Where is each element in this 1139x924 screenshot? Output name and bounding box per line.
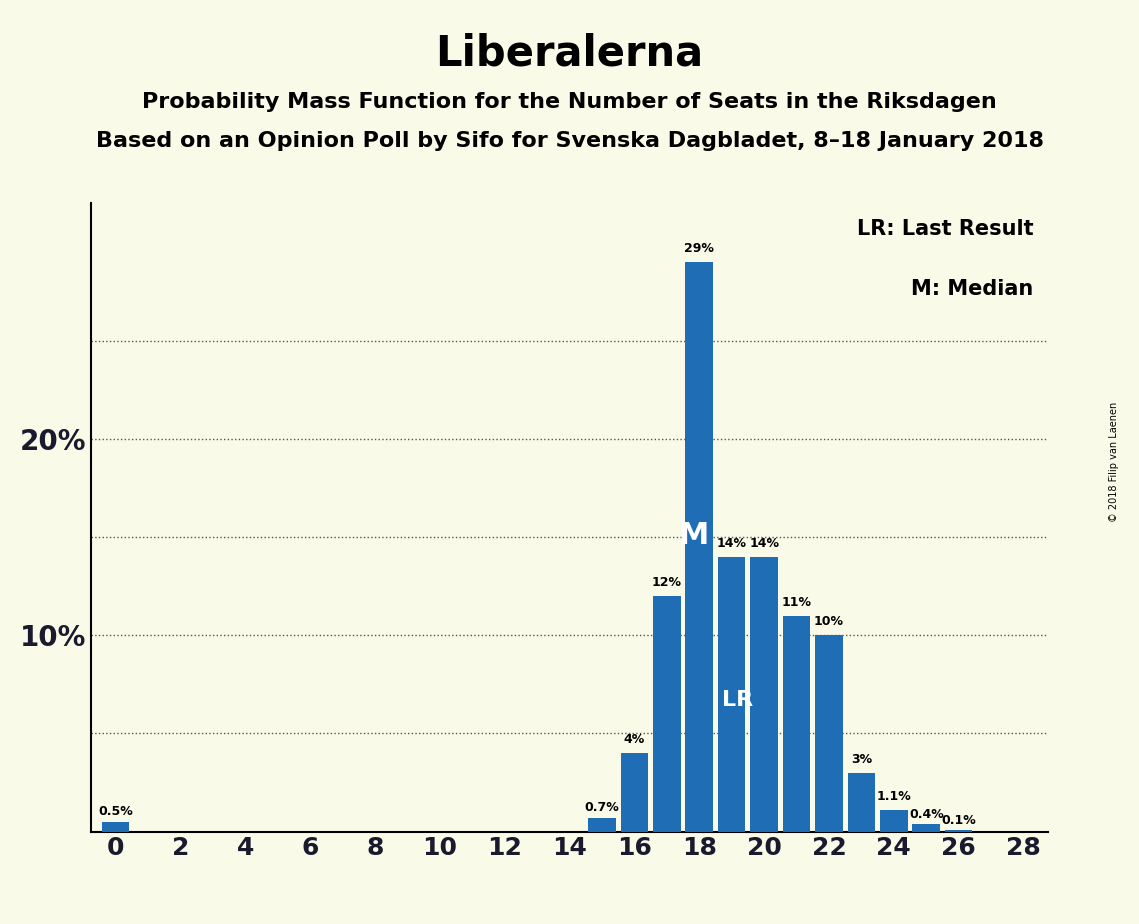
Text: 29%: 29% bbox=[685, 242, 714, 255]
Text: 1.1%: 1.1% bbox=[876, 790, 911, 803]
Bar bbox=[945, 830, 973, 832]
Bar bbox=[880, 810, 908, 832]
Bar bbox=[718, 556, 745, 832]
Bar bbox=[816, 636, 843, 832]
Text: M: M bbox=[678, 521, 708, 550]
Bar bbox=[912, 824, 940, 832]
Text: 0.1%: 0.1% bbox=[941, 814, 976, 827]
Bar bbox=[686, 262, 713, 832]
Text: 14%: 14% bbox=[749, 537, 779, 550]
Text: LR: LR bbox=[722, 689, 753, 710]
Bar bbox=[621, 753, 648, 832]
Text: 14%: 14% bbox=[716, 537, 747, 550]
Text: © 2018 Filip van Laenen: © 2018 Filip van Laenen bbox=[1109, 402, 1118, 522]
Text: 4%: 4% bbox=[624, 733, 645, 747]
Text: 11%: 11% bbox=[781, 596, 811, 609]
Bar bbox=[847, 772, 875, 832]
Text: 0.5%: 0.5% bbox=[98, 805, 133, 818]
Bar bbox=[782, 615, 810, 832]
Text: 10%: 10% bbox=[814, 615, 844, 628]
Text: Liberalerna: Liberalerna bbox=[435, 32, 704, 74]
Text: 3%: 3% bbox=[851, 753, 872, 766]
Text: LR: Last Result: LR: Last Result bbox=[857, 219, 1033, 239]
Bar bbox=[653, 596, 681, 832]
Text: 0.4%: 0.4% bbox=[909, 808, 943, 821]
Bar bbox=[101, 821, 129, 832]
Bar bbox=[751, 556, 778, 832]
Bar bbox=[588, 818, 616, 832]
Text: Probability Mass Function for the Number of Seats in the Riksdagen: Probability Mass Function for the Number… bbox=[142, 92, 997, 113]
Text: 12%: 12% bbox=[652, 576, 682, 590]
Text: 0.7%: 0.7% bbox=[584, 801, 620, 814]
Text: M: Median: M: Median bbox=[911, 279, 1033, 298]
Text: Based on an Opinion Poll by Sifo for Svenska Dagbladet, 8–18 January 2018: Based on an Opinion Poll by Sifo for Sve… bbox=[96, 131, 1043, 152]
